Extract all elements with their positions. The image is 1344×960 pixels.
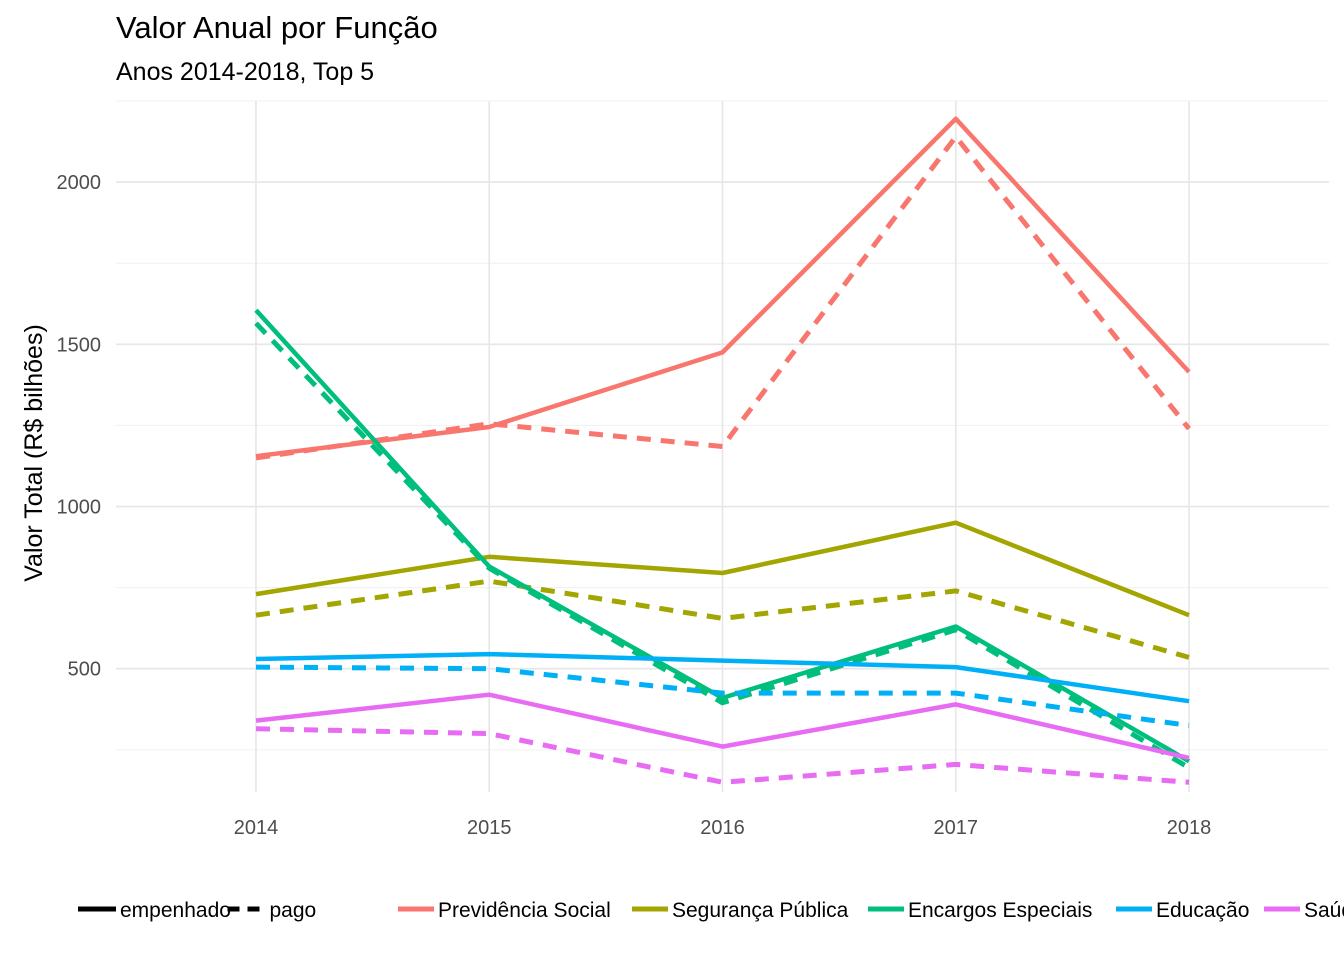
y-axis-title: Valor Total (R$ bilhões)	[20, 324, 48, 582]
y-tick-label: 1500	[57, 334, 102, 356]
legend-label-saude: Saúde	[1304, 899, 1344, 922]
chart-title: Valor Anual por Função	[116, 10, 438, 45]
x-tick-label: 2016	[700, 817, 745, 839]
x-tick-label: 2018	[1167, 817, 1212, 839]
series-line-saude-empenhado	[255, 692, 1190, 761]
legend-label-empenhado: empenhado	[120, 899, 231, 922]
x-axis-ticks: 2014 2015 2016 2017 2018	[234, 817, 1212, 839]
series-line-encargos-especiais-pago	[254, 321, 1191, 770]
x-tick-label: 2017	[934, 817, 979, 839]
grid	[116, 100, 1329, 792]
series-line-educacao-pago	[255, 664, 1190, 728]
series-line-seguranca-publica-pago	[255, 578, 1190, 660]
series-line-seguranca-publica-empenhado	[255, 520, 1190, 618]
y-tick-label: 2000	[57, 172, 102, 194]
legend-label-encargos-especiais: Encargos Especiais	[908, 899, 1092, 922]
legend-label-pago: pago	[270, 899, 317, 922]
legend-label-seguranca-publica: Segurança Pública	[672, 899, 849, 922]
x-tick-label: 2015	[467, 817, 512, 839]
chart-subtitle: Anos 2014-2018, Top 5	[116, 58, 375, 86]
legend-label-previdencia-social: Previdência Social	[438, 899, 611, 922]
x-tick-label: 2014	[234, 817, 279, 839]
series-line-previdencia-social-pago	[255, 134, 1191, 461]
legend: empenhado pago Previdência Social Segurança…	[78, 899, 1344, 922]
series-lines	[254, 116, 1191, 785]
legend-label-educacao: Educação	[1156, 899, 1249, 922]
y-axis-ticks: 500 1000 1500 2000	[57, 172, 102, 681]
series-line-encargos-especiais-empenhado	[254, 308, 1191, 764]
y-tick-label: 500	[68, 659, 101, 681]
y-tick-label: 1000	[57, 497, 102, 519]
series-line-educacao-empenhado	[255, 651, 1190, 704]
series-line-saude-pago	[255, 726, 1190, 785]
